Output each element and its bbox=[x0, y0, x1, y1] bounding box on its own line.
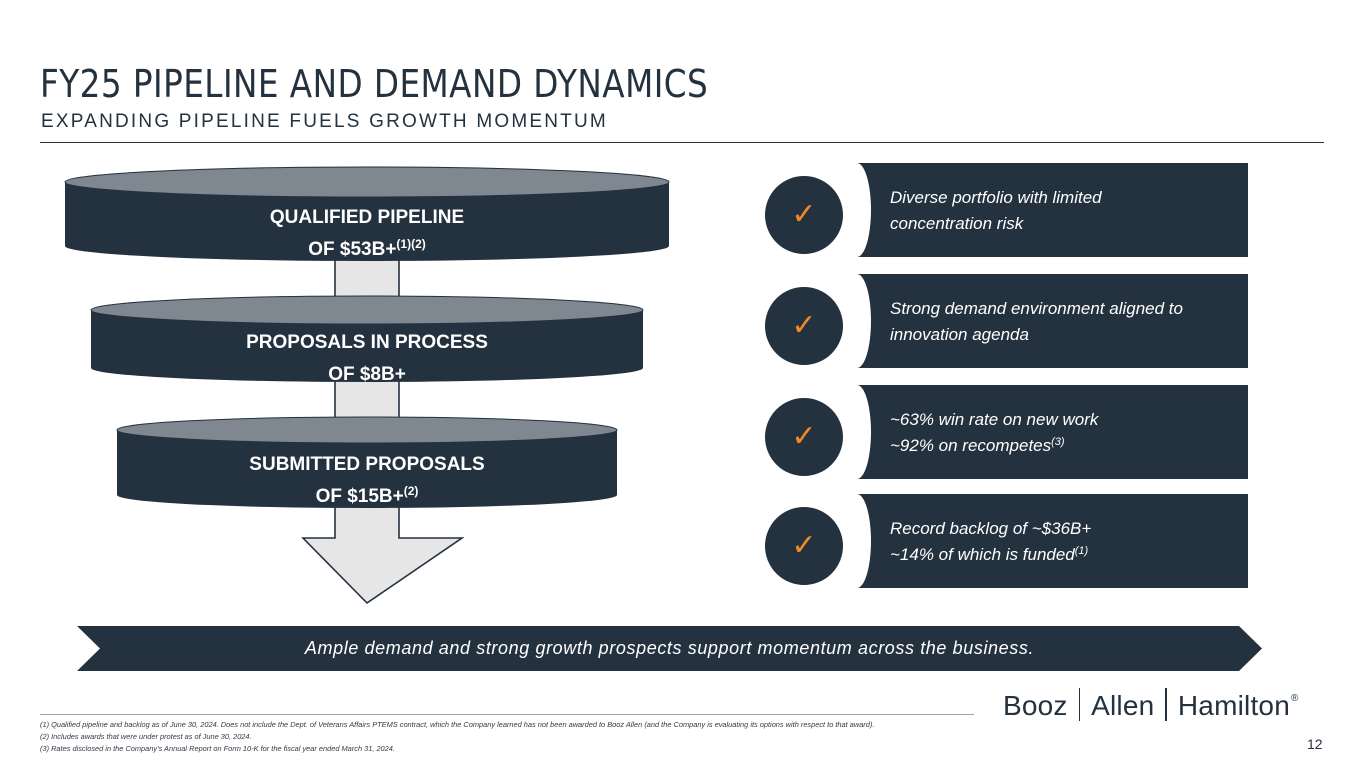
highlight-item-2: Strong demand environment aligned to inn… bbox=[760, 274, 1250, 370]
pipeline-funnel: QUALIFIED PIPELINE OF $53B+(1)(2) PROPOS… bbox=[0, 0, 720, 620]
funnel-tier-3-disk bbox=[116, 416, 618, 508]
summary-banner: Ample demand and strong growth prospects… bbox=[77, 626, 1262, 671]
header-divider bbox=[40, 142, 1324, 143]
check-circle: ✓ bbox=[760, 393, 848, 481]
check-circle: ✓ bbox=[760, 282, 848, 370]
funnel-tier-3-label: SUBMITTED PROPOSALS OF $15B+(2) bbox=[249, 454, 485, 507]
company-logo: Booz Allen Hamilton® bbox=[1003, 688, 1299, 721]
footnote-3: (3) Rates disclosed in the Company’s Ann… bbox=[40, 744, 395, 753]
highlight-box: Diverse portfolio with limited concentra… bbox=[843, 163, 1248, 257]
highlight-text: Strong demand environment aligned to inn… bbox=[890, 298, 1183, 344]
page-subtitle: EXPANDING PIPELINE FUELS GROWTH MOMENTUM bbox=[41, 111, 608, 132]
highlight-item-3: ~63% win rate on new work ~92% on recomp… bbox=[760, 385, 1250, 481]
highlight-text: ~63% win rate on new work ~92% on recomp… bbox=[890, 409, 1099, 455]
highlight-item-4: Record backlog of ~$36B+ ~14% of which i… bbox=[760, 494, 1250, 590]
funnel-tier-1-disk bbox=[64, 166, 670, 261]
banner-chevron-shape bbox=[77, 626, 1262, 671]
check-icon: ✓ bbox=[791, 528, 817, 563]
funnel-graphic bbox=[64, 166, 670, 605]
funnel-tier-2-label: PROPOSALS IN PROCESS OF $8B+ bbox=[246, 332, 488, 385]
funnel-tier-1-label: QUALIFIED PIPELINE OF $53B+(1)(2) bbox=[269, 207, 465, 260]
footnotes: (1) Qualified pipeline and backlog as of… bbox=[40, 719, 874, 755]
check-circle: ✓ bbox=[760, 171, 848, 259]
page-number: 12 bbox=[1307, 736, 1323, 752]
highlight-box: Strong demand environment aligned to inn… bbox=[843, 274, 1248, 368]
highlight-box: ~63% win rate on new work ~92% on recomp… bbox=[843, 385, 1248, 479]
highlight-text: Record backlog of ~$36B+ ~14% of which i… bbox=[890, 518, 1092, 564]
banner-text: Ample demand and strong growth prospects… bbox=[304, 638, 1035, 658]
highlight-text: Diverse portfolio with limited concentra… bbox=[890, 187, 1102, 233]
highlight-item-1: Diverse portfolio with limited concentra… bbox=[760, 163, 1250, 259]
footnote-2: (2) Includes awards that were under prot… bbox=[40, 732, 252, 741]
check-circle: ✓ bbox=[760, 502, 848, 590]
footnote-1: (1) Qualified pipeline and backlog as of… bbox=[40, 720, 875, 729]
check-icon: ✓ bbox=[791, 419, 817, 454]
page-title: FY25 PIPELINE AND DEMAND DYNAMICS bbox=[40, 62, 709, 106]
highlight-box: Record backlog of ~$36B+ ~14% of which i… bbox=[843, 494, 1248, 588]
footnote-divider bbox=[40, 714, 974, 715]
funnel-tier-2-disk bbox=[90, 295, 644, 382]
check-icon: ✓ bbox=[791, 197, 817, 232]
check-icon: ✓ bbox=[791, 308, 817, 343]
